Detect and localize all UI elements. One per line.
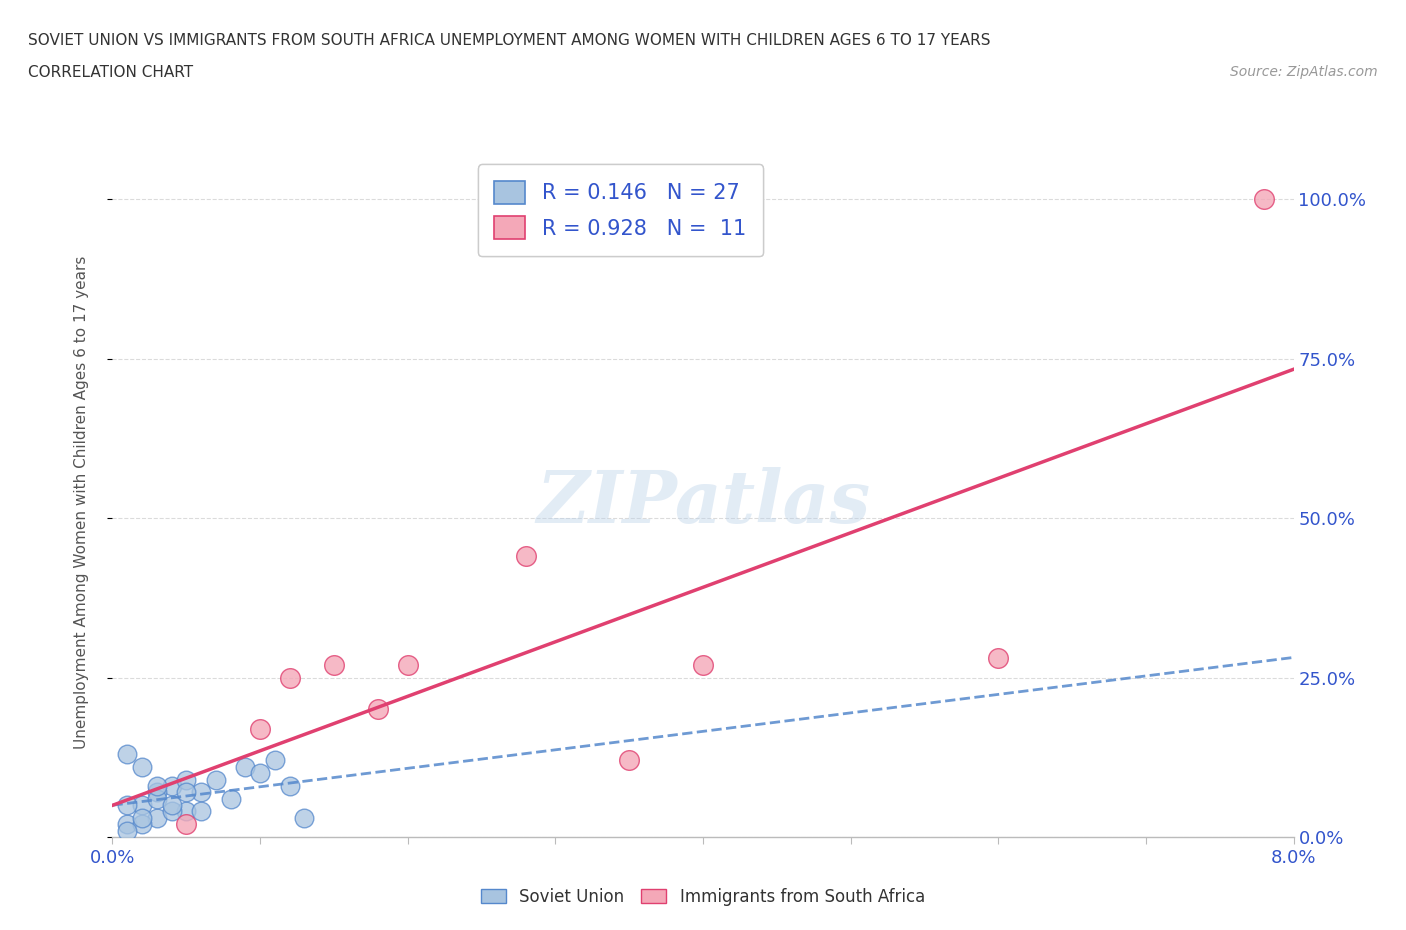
Point [205,772,228,787]
Text: Source: ZipAtlas.com: Source: ZipAtlas.com [1230,65,1378,79]
Point [692,658,714,672]
Point [367,702,389,717]
Text: SOVIET UNION VS IMMIGRANTS FROM SOUTH AFRICA UNEMPLOYMENT AMONG WOMEN WITH CHILD: SOVIET UNION VS IMMIGRANTS FROM SOUTH AF… [28,33,991,47]
Point [117,798,138,813]
Point [174,785,197,800]
Point [117,823,138,838]
Point [160,804,183,819]
Point [146,791,169,806]
Point [323,658,346,672]
Point [264,753,287,768]
Point [117,817,138,831]
Point [249,721,271,736]
Point [190,804,212,819]
Point [190,785,212,800]
Point [987,651,1010,666]
Point [131,817,153,831]
Point [515,549,537,564]
Point [131,798,153,813]
Text: ZIPatlas: ZIPatlas [536,467,870,538]
Point [131,810,153,825]
Point [117,747,138,762]
Point [619,753,641,768]
Point [292,810,315,825]
Point [160,778,183,793]
Legend: R = 0.146   N = 27, R = 0.928   N =  11: R = 0.146 N = 27, R = 0.928 N = 11 [478,165,763,256]
Point [146,810,169,825]
Point [278,778,301,793]
Point [160,798,183,813]
Point [249,765,271,780]
Y-axis label: Unemployment Among Women with Children Ages 6 to 17 years: Unemployment Among Women with Children A… [75,256,89,749]
Point [233,760,256,775]
Point [278,671,301,685]
Point [146,778,169,793]
Point [174,817,197,831]
Text: CORRELATION CHART: CORRELATION CHART [28,65,193,80]
Point [174,772,197,787]
Point [174,804,197,819]
Point [146,785,169,800]
Point [1253,192,1275,206]
Point [219,791,242,806]
Point [131,760,153,775]
Point [396,658,419,672]
Legend: Soviet Union, Immigrants from South Africa: Soviet Union, Immigrants from South Afri… [474,881,932,912]
